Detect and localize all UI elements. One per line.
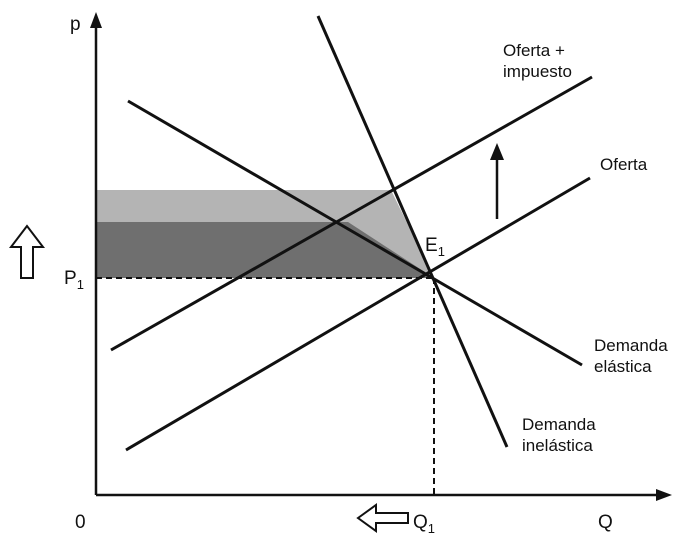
x-axis-label: Q — [598, 512, 613, 533]
elastic-demand-line — [127, 99, 583, 367]
supply-label: Oferta — [600, 155, 648, 174]
inelastic-demand-label-line1: Demanda — [522, 415, 596, 434]
inelastic-demand-label-line2: inelástica — [522, 436, 593, 455]
x-axis-arrowhead — [656, 489, 672, 501]
hollow-left-arrow-icon — [356, 503, 409, 533]
y-axis-arrowhead — [90, 12, 102, 28]
dark-gray-area — [96, 222, 434, 278]
inelastic-demand-line — [316, 15, 509, 448]
supply-tax-label-line1: Oferta + — [503, 41, 565, 60]
elastic-demand-label-line2: elástica — [594, 357, 652, 376]
supply-plus-tax-line — [110, 75, 593, 352]
hollow-up-arrow-icon — [8, 224, 46, 279]
p1-label: P1 — [64, 268, 84, 292]
y-axis-label: p — [70, 14, 81, 35]
q1-label: Q1 — [413, 512, 435, 536]
origin-label: 0 — [75, 512, 86, 533]
up-arrow-head — [490, 143, 504, 160]
elastic-demand-label-line1: Demanda — [594, 336, 668, 355]
supply-tax-label-line2: impuesto — [503, 62, 572, 81]
e1-label: E1 — [425, 235, 445, 259]
supply-line — [125, 176, 591, 452]
